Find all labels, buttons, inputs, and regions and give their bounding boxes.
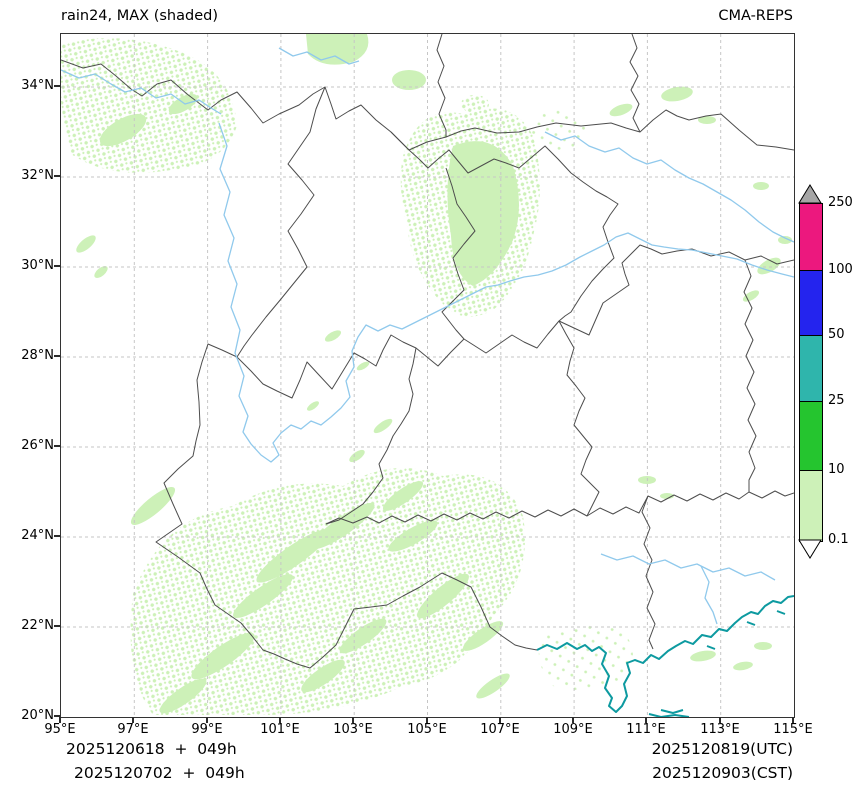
colorbar-tick-label: 100 xyxy=(828,262,853,277)
lon-tick-mark xyxy=(279,717,281,723)
colorbar-tick-label: 10 xyxy=(828,462,845,477)
coastline xyxy=(536,595,794,717)
lon-tick-mark xyxy=(572,717,574,723)
colorbar-segment-0.1-10 xyxy=(800,471,822,541)
lat-tick-mark xyxy=(54,715,60,717)
lat-tick-label: 24°N xyxy=(21,528,54,543)
lat-tick-label: 20°N xyxy=(21,708,54,723)
lon-tick-label: 113°E xyxy=(700,722,740,737)
lat-tick-label: 26°N xyxy=(21,438,54,453)
colorbar-over-triangle xyxy=(798,184,822,204)
init-time-cst: 2025120702 + 049h xyxy=(74,764,245,782)
lon-tick-mark xyxy=(792,717,794,723)
colorbar-segment-50-100 xyxy=(800,271,822,336)
lon-tick-mark xyxy=(206,717,208,723)
lon-tick-mark xyxy=(499,717,501,723)
lon-tick-label: 103°E xyxy=(333,722,373,737)
lat-tick-mark xyxy=(54,625,60,627)
colorbar xyxy=(799,203,823,542)
valid-time-cst: 2025120903(CST) xyxy=(652,764,793,782)
colorbar-segment-25-50 xyxy=(800,336,822,402)
init-time-utc: 2025120618 + 049h xyxy=(66,740,237,758)
colorbar-segment-10-25 xyxy=(800,402,822,471)
gridlines xyxy=(61,34,794,717)
lat-tick-label: 34°N xyxy=(21,78,54,93)
lon-tick-label: 99°E xyxy=(191,722,223,737)
lon-tick-mark xyxy=(719,717,721,723)
rivers xyxy=(61,47,794,625)
lat-tick-mark xyxy=(54,355,60,357)
colorbar-segment-100-250 xyxy=(800,204,822,271)
colorbar-tick-label: 0.1 xyxy=(828,532,849,547)
plot-title: rain24, MAX (shaded) xyxy=(61,8,218,24)
lon-tick-label: 105°E xyxy=(407,722,447,737)
lon-tick-label: 107°E xyxy=(480,722,520,737)
lon-tick-mark xyxy=(352,717,354,723)
valid-time-utc: 2025120819(UTC) xyxy=(651,740,793,758)
lat-tick-label: 32°N xyxy=(21,168,54,183)
lat-tick-mark xyxy=(54,175,60,177)
lon-tick-mark xyxy=(645,717,647,723)
lon-tick-label: 97°E xyxy=(117,722,149,737)
lon-tick-mark xyxy=(426,717,428,723)
lon-tick-label: 101°E xyxy=(260,722,300,737)
colorbar-tick-label: 250 xyxy=(828,195,853,210)
lon-tick-label: 115°E xyxy=(773,722,813,737)
lat-tick-mark xyxy=(54,535,60,537)
map-canvas xyxy=(61,34,794,717)
precip-shading xyxy=(61,34,792,715)
colorbar-tick-label: 25 xyxy=(828,393,845,408)
lon-tick-label: 95°E xyxy=(44,722,76,737)
lon-tick-mark xyxy=(59,717,61,723)
lat-tick-mark xyxy=(54,85,60,87)
colorbar-tick-label: 50 xyxy=(828,327,845,342)
lon-tick-mark xyxy=(132,717,134,723)
colorbar-under-triangle xyxy=(798,539,822,559)
lat-tick-mark xyxy=(54,265,60,267)
model-name: CMA-REPS xyxy=(718,8,793,24)
province-borders xyxy=(61,34,794,669)
lat-tick-label: 30°N xyxy=(21,258,54,273)
lat-tick-label: 22°N xyxy=(21,618,54,633)
map-panel xyxy=(60,33,795,718)
lat-tick-label: 28°N xyxy=(21,348,54,363)
lat-tick-mark xyxy=(54,445,60,447)
lon-tick-label: 109°E xyxy=(553,722,593,737)
lon-tick-label: 111°E xyxy=(626,722,666,737)
